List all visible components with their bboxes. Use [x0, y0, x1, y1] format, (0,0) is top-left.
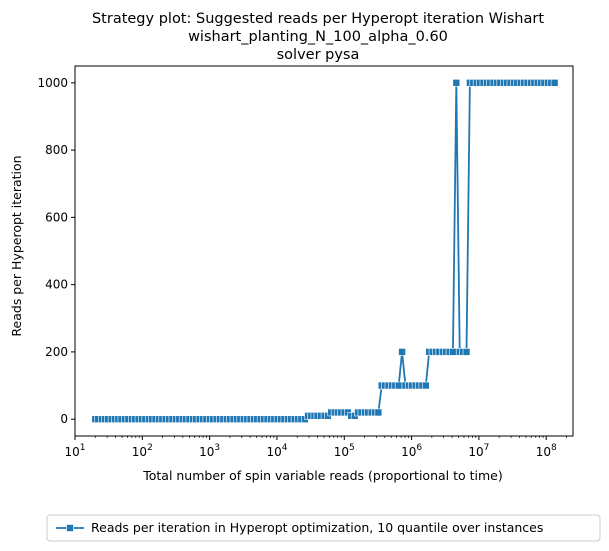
x-tick-label: 104: [266, 443, 287, 459]
x-axis-ticks: 101 102 103 104 105 106 107 108: [64, 436, 557, 459]
data-point: [398, 348, 406, 356]
y-tick-label: 200: [45, 345, 68, 359]
x-axis-label: Total number of spin variable reads (pro…: [142, 468, 503, 483]
chart-title-line-2: wishart_planting_N_100_alpha_0.60: [188, 29, 448, 45]
y-tick-label: 0: [60, 412, 68, 426]
x-tick-label: 106: [401, 443, 422, 459]
legend: Reads per iteration in Hyperopt optimiza…: [46, 514, 601, 542]
y-tick-label: 600: [45, 210, 68, 224]
chart-title: Strategy plot: Suggested reads per Hyper…: [92, 11, 544, 63]
series-line: [95, 81, 555, 421]
data-point: [394, 381, 403, 390]
chart-title-line-1: Strategy plot: Suggested reads per Hyper…: [92, 11, 544, 27]
x-tick-label: 101: [64, 443, 85, 459]
y-tick-label: 1000: [37, 76, 68, 90]
legend-box: [46, 514, 601, 542]
data-point: [449, 348, 457, 356]
y-tick-label: 400: [45, 278, 68, 292]
data-point: [421, 381, 430, 390]
legend-entry-label: Reads per iteration in Hyperopt optimiza…: [91, 520, 543, 535]
chart-title-line-3: solver pysa: [277, 47, 360, 63]
data-point: [462, 348, 471, 356]
plot-frame: [74, 65, 574, 437]
series-layer: [91, 79, 559, 423]
data-point: [550, 79, 559, 87]
x-tick-label: 103: [199, 443, 220, 459]
data-point: [374, 408, 383, 417]
y-tick-label: 800: [45, 143, 68, 157]
data-point: [452, 79, 461, 87]
x-tick-label: 107: [468, 443, 489, 459]
x-tick-label: 105: [334, 443, 355, 459]
x-axis-minor-ticks: [94, 436, 567, 438]
legend-marker-swatch: [66, 524, 74, 532]
plot-area: [74, 65, 574, 437]
y-axis-ticks: 0 200 400 600 800 1000: [37, 76, 75, 426]
y-axis-label: Reads per Hyperopt iteration: [9, 155, 24, 336]
x-tick-label: 108: [536, 443, 557, 459]
x-tick-label: 102: [132, 443, 153, 459]
